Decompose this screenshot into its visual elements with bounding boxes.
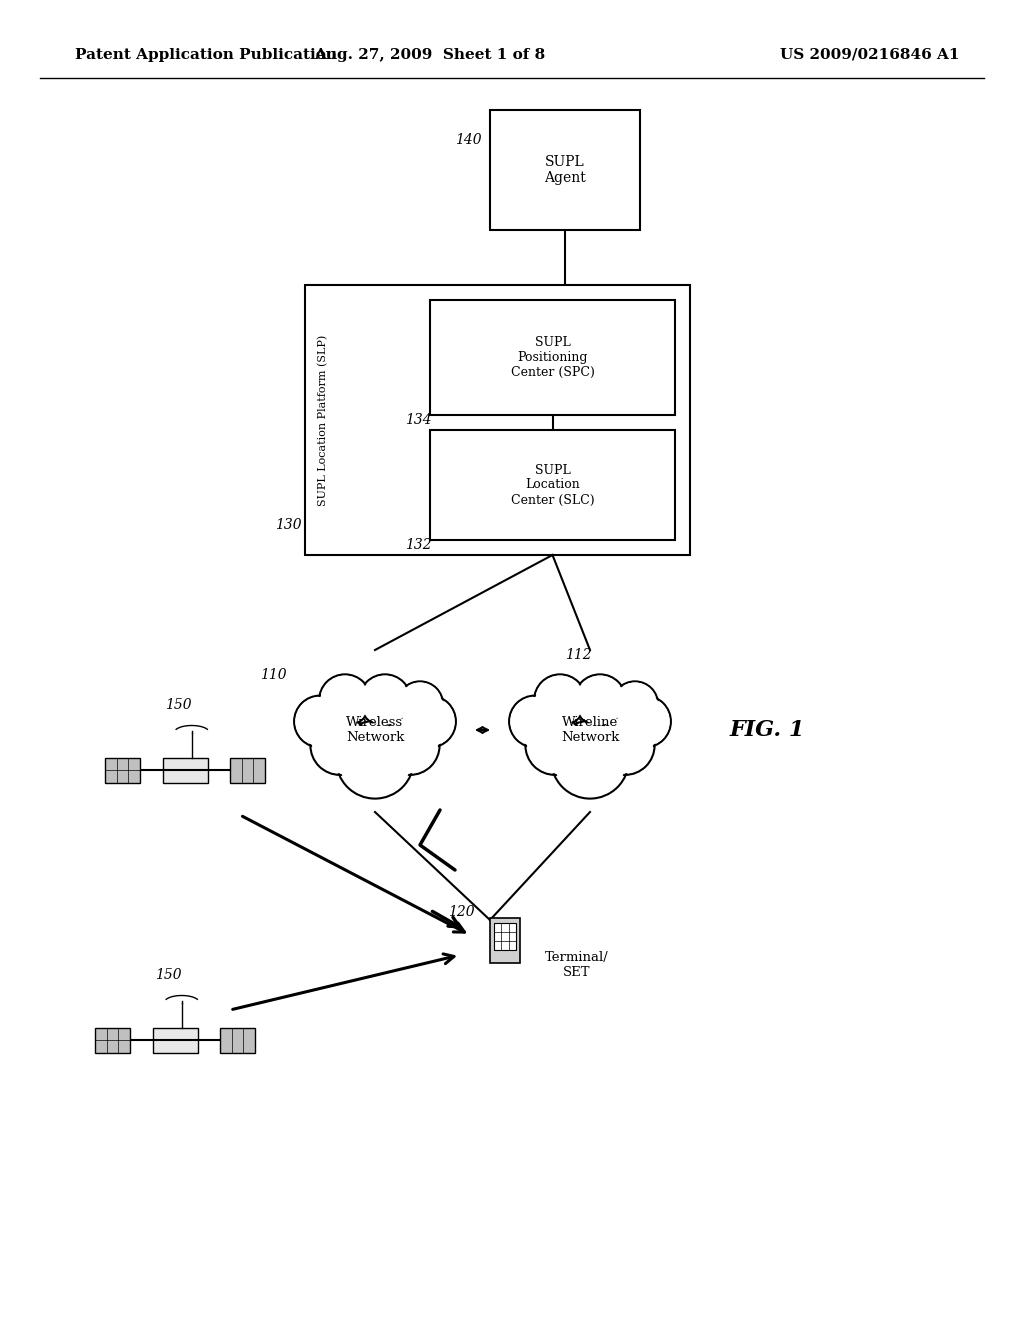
- Circle shape: [404, 696, 456, 747]
- Text: US 2009/0216846 A1: US 2009/0216846 A1: [780, 48, 961, 62]
- Text: 150: 150: [165, 698, 191, 711]
- Circle shape: [312, 718, 368, 772]
- Circle shape: [613, 684, 656, 726]
- Text: 112: 112: [565, 648, 592, 663]
- Circle shape: [535, 675, 586, 726]
- Bar: [490, 110, 640, 230]
- Circle shape: [551, 721, 629, 799]
- Bar: [305, 285, 690, 554]
- Circle shape: [359, 675, 411, 726]
- Text: 134: 134: [406, 413, 432, 426]
- Text: SUPL Location Platform (SLP): SUPL Location Platform (SLP): [317, 334, 328, 506]
- Circle shape: [397, 681, 443, 727]
- Bar: [105, 758, 140, 783]
- Text: SUPL
Positioning
Center (SPC): SUPL Positioning Center (SPC): [511, 337, 595, 379]
- Text: 130: 130: [275, 517, 302, 532]
- Circle shape: [537, 676, 584, 725]
- Circle shape: [310, 715, 370, 775]
- Text: 140: 140: [455, 133, 481, 147]
- Bar: [163, 758, 208, 783]
- Circle shape: [383, 718, 437, 772]
- Text: SUPL
Agent: SUPL Agent: [544, 154, 586, 185]
- Bar: [230, 758, 265, 783]
- Circle shape: [598, 718, 652, 772]
- Circle shape: [509, 696, 561, 747]
- Text: 132: 132: [406, 539, 432, 552]
- Bar: [430, 430, 675, 540]
- Text: 120: 120: [449, 906, 475, 919]
- Circle shape: [407, 698, 454, 746]
- Text: Patent Application Publication: Patent Application Publication: [75, 48, 337, 62]
- Text: FIG. 1: FIG. 1: [730, 719, 805, 741]
- Bar: [95, 1027, 130, 1052]
- Circle shape: [294, 696, 346, 747]
- Bar: [490, 917, 519, 962]
- Circle shape: [620, 696, 671, 747]
- Circle shape: [595, 715, 654, 775]
- Text: 110: 110: [260, 668, 287, 682]
- Bar: [153, 1027, 198, 1052]
- Bar: [494, 923, 516, 950]
- Circle shape: [380, 715, 439, 775]
- Circle shape: [511, 698, 559, 746]
- Text: 150: 150: [155, 968, 181, 982]
- Circle shape: [296, 698, 344, 746]
- Text: SUPL
Location
Center (SLC): SUPL Location Center (SLC): [511, 463, 594, 507]
- Text: Wireline
Network: Wireline Network: [561, 715, 620, 744]
- Circle shape: [554, 723, 626, 796]
- Circle shape: [361, 676, 409, 725]
- Circle shape: [339, 723, 411, 796]
- Circle shape: [577, 676, 624, 725]
- Circle shape: [525, 715, 585, 775]
- Text: Aug. 27, 2009  Sheet 1 of 8: Aug. 27, 2009 Sheet 1 of 8: [314, 48, 546, 62]
- Bar: [220, 1027, 255, 1052]
- Circle shape: [527, 718, 583, 772]
- Circle shape: [319, 675, 371, 726]
- Circle shape: [574, 675, 626, 726]
- Text: Wireless
Network: Wireless Network: [346, 715, 404, 744]
- Circle shape: [336, 721, 414, 799]
- Bar: [430, 300, 675, 414]
- Circle shape: [322, 676, 369, 725]
- Circle shape: [622, 698, 669, 746]
- Circle shape: [612, 681, 658, 727]
- Text: Terminal/
SET: Terminal/ SET: [545, 950, 608, 979]
- Circle shape: [398, 684, 441, 726]
